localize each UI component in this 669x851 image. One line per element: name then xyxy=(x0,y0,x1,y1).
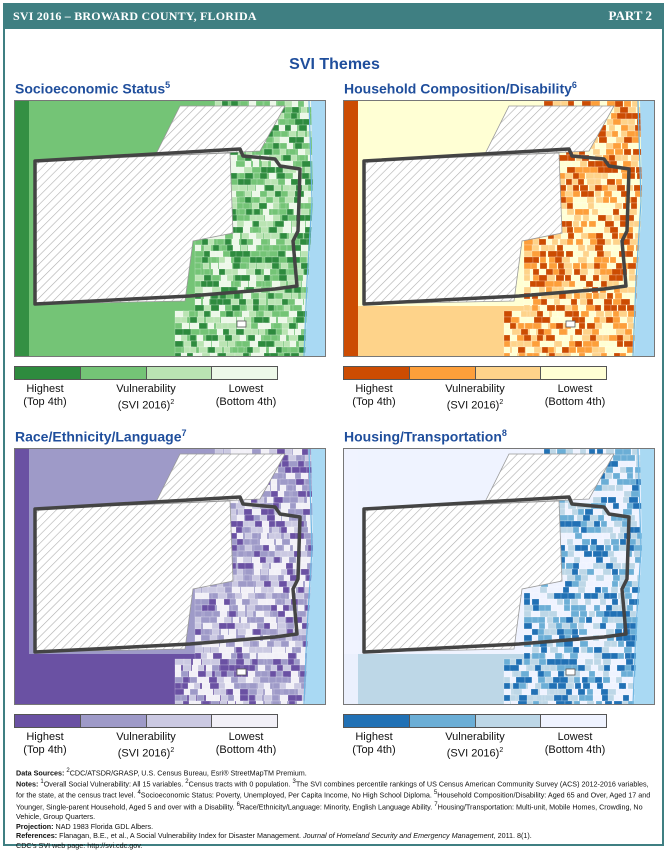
panel-title-housing: Housing/Transportation8 xyxy=(344,428,507,445)
legend-swatch xyxy=(409,367,476,379)
page-frame xyxy=(3,3,664,846)
panel-title-socioeconomic: Socioeconomic Status5 xyxy=(15,80,171,97)
map-graphic xyxy=(15,449,325,704)
map-graphic xyxy=(344,449,654,704)
legend-highest-label: Highest (Top 4th) xyxy=(23,383,67,408)
part-label: PART 2 xyxy=(608,8,652,23)
legend-swatch xyxy=(409,715,476,727)
legend-swatch xyxy=(475,715,542,727)
legend-lowest-label: Lowest (Bottom 4th) xyxy=(544,383,606,408)
document-title: SVI 2016 – BROWARD COUNTY, FLORIDA xyxy=(13,9,257,23)
data-sources-line: Data Sources: 2CDC/ATSDR/GRASP, U.S. Cen… xyxy=(16,768,307,778)
legend-swatch xyxy=(475,367,542,379)
legend-highest-label: Highest (Top 4th) xyxy=(23,731,67,756)
legend-swatch xyxy=(541,715,606,727)
references-line: References: Flanagan, B.E., et al., A So… xyxy=(16,831,532,841)
legend-lowest-label: Lowest (Bottom 4th) xyxy=(215,731,277,756)
legend-vulnerability-label: Vulnerability (SVI 2016)2 xyxy=(445,383,505,412)
legend-vulnerability-label: Vulnerability (SVI 2016)2 xyxy=(116,731,176,760)
legend-vulnerability-label: Vulnerability (SVI 2016)2 xyxy=(116,383,176,412)
footer-notes: Data Sources: 2CDC/ATSDR/GRASP, U.S. Cen… xyxy=(16,767,656,851)
section-title: SVI Themes xyxy=(289,56,380,73)
projection-line: Projection: NAD 1983 Florida GDL Albers. xyxy=(16,821,154,831)
notes-line: Notes: 1Overall Social Vulnerability: Al… xyxy=(16,779,651,821)
map-household xyxy=(343,100,655,357)
web-link[interactable]: CDC's SVI web page: http://svi.cdc.gov. xyxy=(16,841,143,851)
legend-swatch xyxy=(146,367,213,379)
legend-lowest-label: Lowest (Bottom 4th) xyxy=(544,731,606,756)
map-race xyxy=(14,448,326,705)
map-housing xyxy=(343,448,655,705)
legend-bar-household xyxy=(343,366,607,380)
legend-swatch xyxy=(212,367,277,379)
legend-highest-label: Highest (Top 4th) xyxy=(352,731,396,756)
legend-vulnerability-label: Vulnerability (SVI 2016)2 xyxy=(445,731,505,760)
legend-swatch xyxy=(15,367,81,379)
legend-swatch xyxy=(541,367,606,379)
map-socioeconomic xyxy=(14,100,326,357)
map-graphic xyxy=(344,101,654,356)
panel-title-household: Household Composition/Disability6 xyxy=(344,80,577,97)
legend-lowest-label: Lowest (Bottom 4th) xyxy=(215,383,277,408)
legend-bar-socioeconomic xyxy=(14,366,278,380)
panel-title-race: Race/Ethnicity/Language7 xyxy=(15,428,187,445)
legend-swatch xyxy=(146,715,213,727)
map-graphic xyxy=(15,101,325,356)
legend-swatch xyxy=(344,367,410,379)
legend-swatch xyxy=(80,367,147,379)
legend-highest-label: Highest (Top 4th) xyxy=(352,383,396,408)
legend-swatch xyxy=(212,715,277,727)
legend-bar-housing xyxy=(343,714,607,728)
legend-bar-race xyxy=(14,714,278,728)
header-bar: SVI 2016 – BROWARD COUNTY, FLORIDA PART … xyxy=(3,3,664,29)
legend-swatch xyxy=(15,715,81,727)
legend-swatch xyxy=(344,715,410,727)
legend-swatch xyxy=(80,715,147,727)
